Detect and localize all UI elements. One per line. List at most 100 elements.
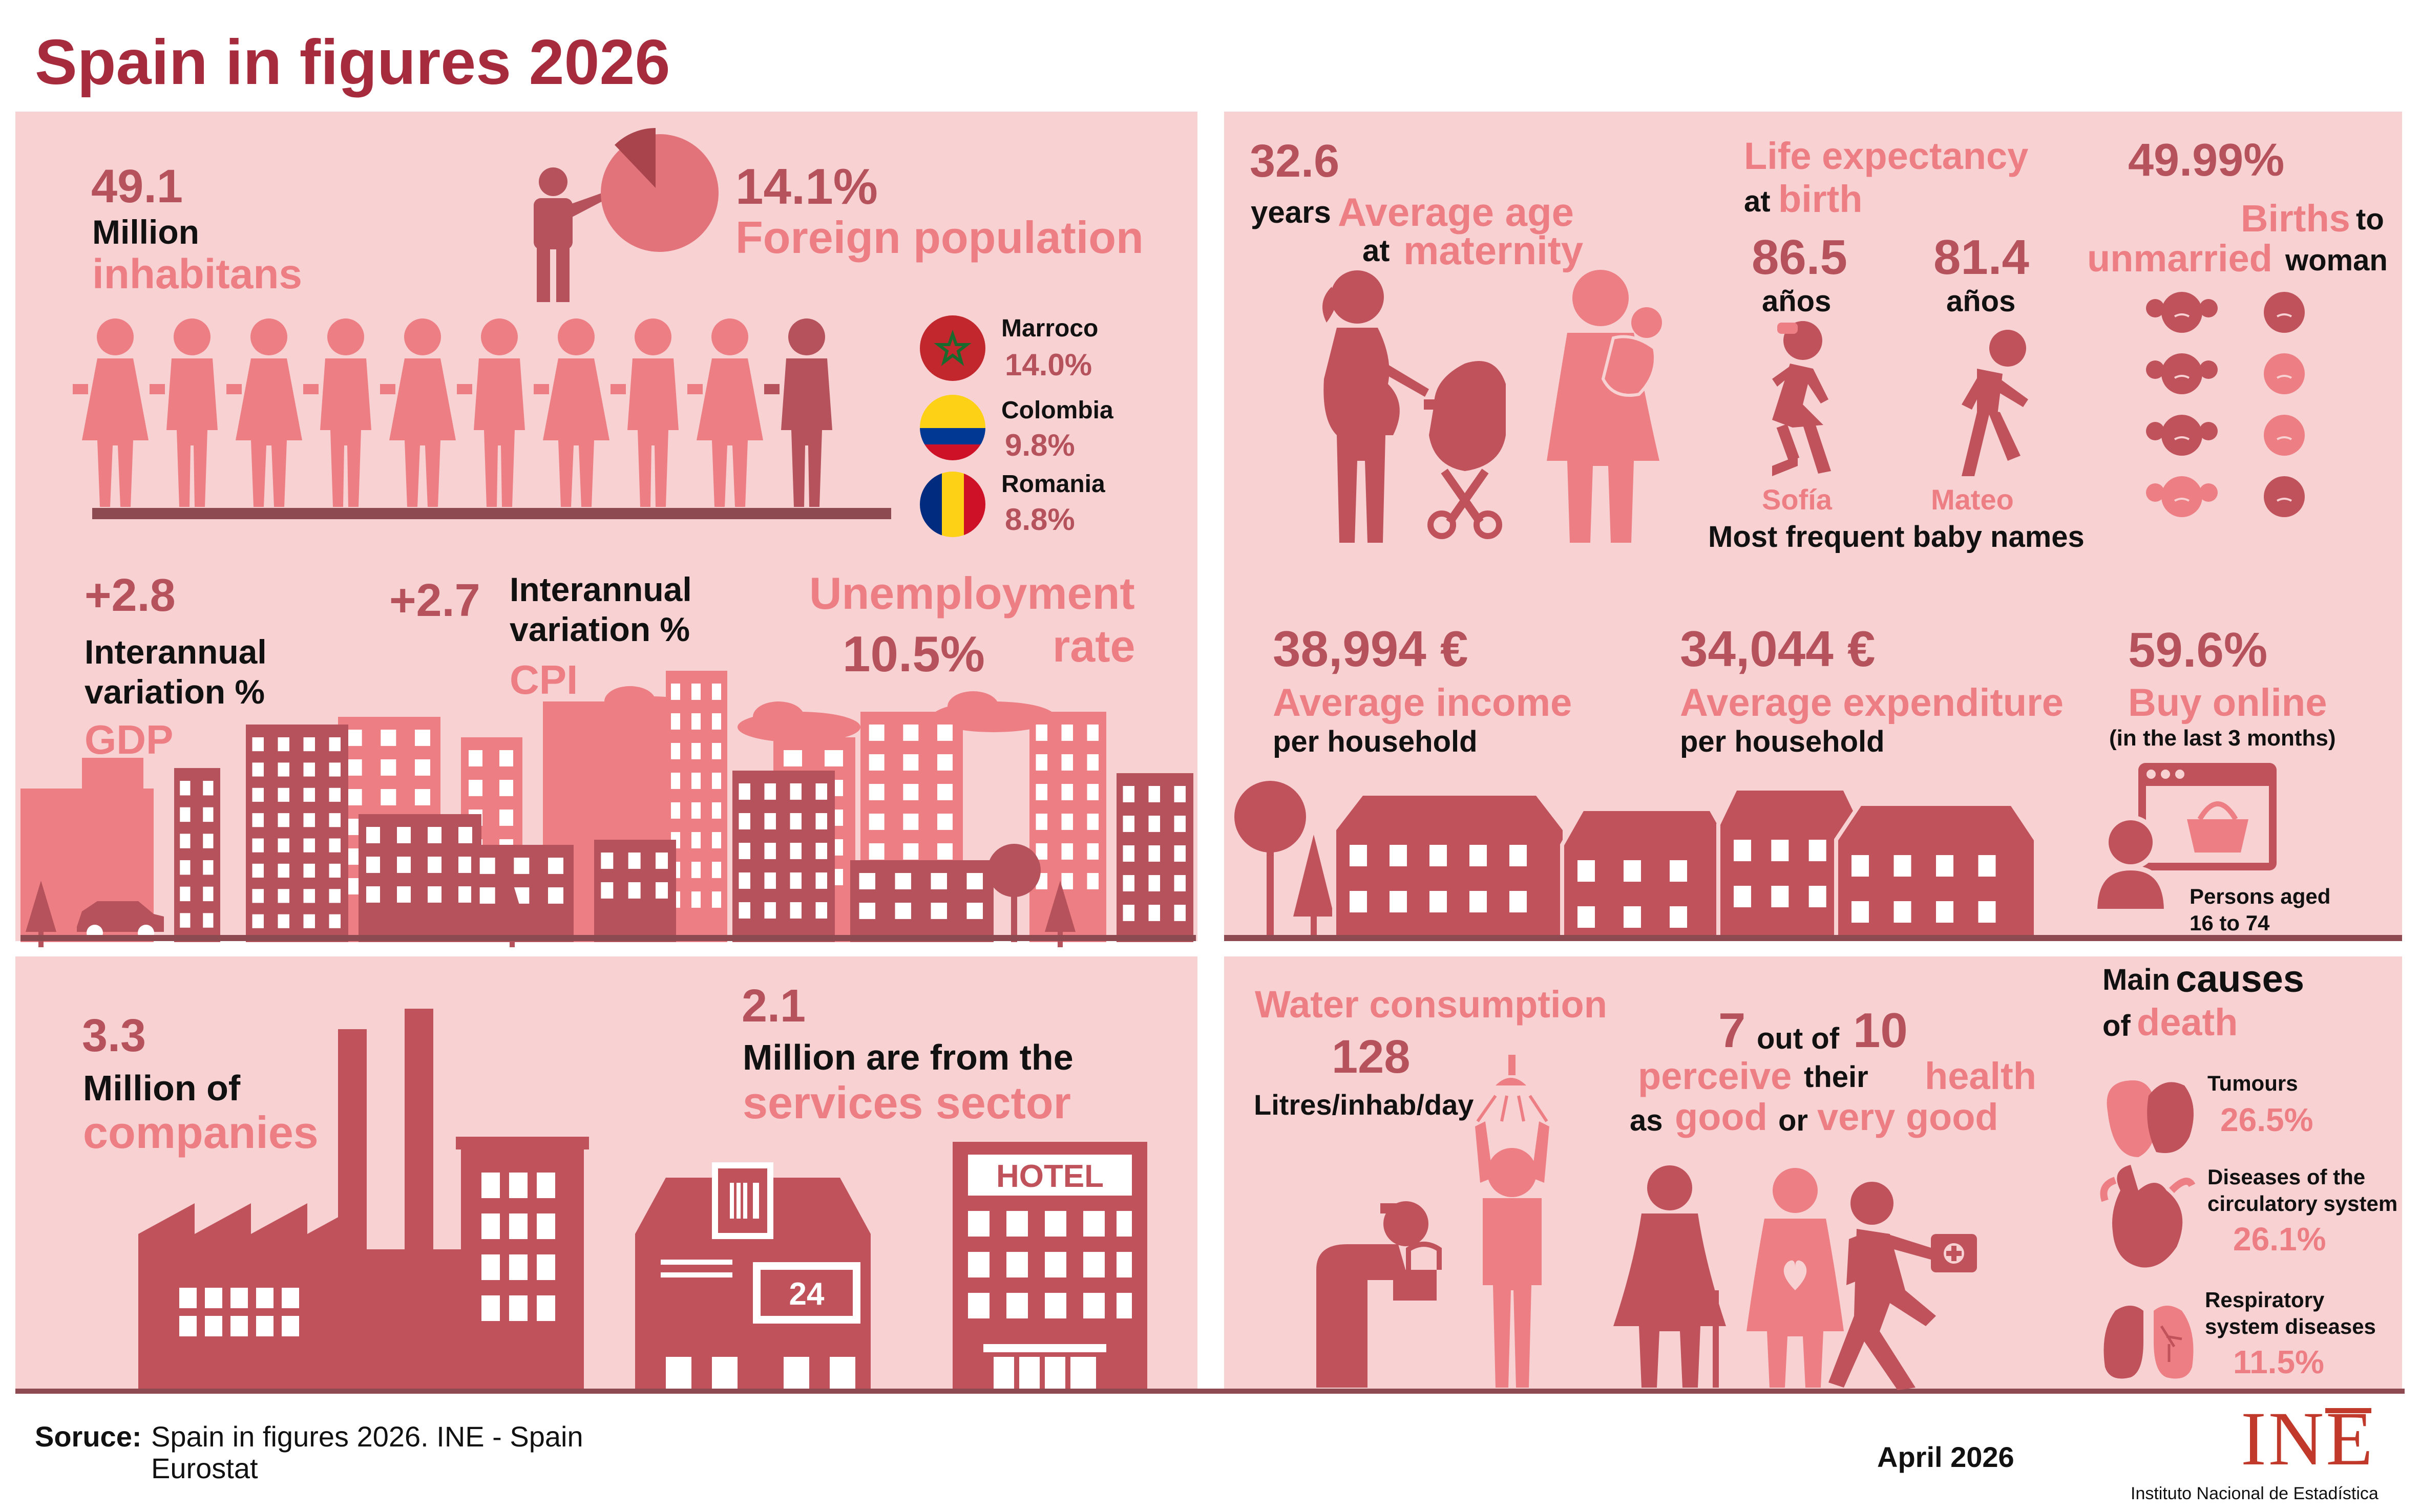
online-ages: 16 to 74 (2190, 911, 2270, 935)
person-icon (226, 318, 302, 507)
running-girl-icon (1772, 321, 1831, 476)
colombia-flag-icon (920, 395, 985, 460)
births-woman: woman (2285, 244, 2388, 277)
cause-3-name2: system diseases (2205, 1314, 2376, 1338)
health-verygood: very good (1817, 1096, 1998, 1138)
country-1-pct: 14.0% (1005, 348, 1092, 382)
health-good: good (1675, 1096, 1767, 1138)
report-date: April 2026 (1877, 1441, 2014, 1473)
city-skyline-icon (20, 671, 1193, 947)
presenter-icon (534, 167, 604, 302)
baby-face-icon (2146, 292, 2218, 333)
building-icon (594, 840, 676, 942)
causes-causes: causes (2176, 957, 2304, 1000)
foreign-pie-icon (601, 128, 719, 252)
person-icon (73, 318, 149, 507)
cpi-line1: Interannual (510, 570, 692, 608)
online-value: 59.6% (2128, 623, 2268, 677)
maternity-word: maternity (1403, 228, 1584, 273)
population-unit: Million (92, 213, 199, 251)
life-male-unit: años (1946, 285, 2016, 318)
person-icon (150, 318, 218, 507)
foreign-percent: 14.1% (735, 158, 878, 215)
house-icon (1332, 792, 1567, 939)
tree-icon (1234, 781, 1306, 937)
causes-of: of (2102, 1009, 2131, 1042)
gdp-value: +2.8 (85, 570, 176, 621)
country-3-pct: 8.8% (1005, 502, 1075, 537)
causes-death: death (2137, 1001, 2238, 1044)
person-icon (534, 318, 609, 507)
unemployment-label1: Unemployment (809, 568, 1135, 619)
births-label: Births (2241, 197, 2350, 240)
baby-face-icon (2264, 292, 2305, 333)
online-persons: Persons aged (2190, 884, 2331, 908)
life-male-name: Mateo (1931, 483, 2014, 516)
income-value: 38,994 € (1273, 621, 1468, 677)
health-or: or (1778, 1104, 1808, 1137)
water-shower-icon (1316, 1055, 1549, 1388)
baby-names-label: Most frequent baby names (1708, 520, 2085, 553)
companies-value: 3.3 (82, 1010, 146, 1061)
building-icon (850, 860, 994, 942)
city-ground (20, 935, 1196, 941)
pregnant-stroller-icon (1322, 270, 1506, 543)
cloud-icon (738, 701, 860, 742)
ine-logo-bar (2325, 1408, 2371, 1413)
cpi-value: +2.7 (389, 575, 480, 626)
life-male-value: 81.4 (1933, 230, 2029, 285)
population-value: 49.1 (91, 160, 183, 212)
people-ground (92, 508, 891, 519)
healthy-people-icon (1613, 1165, 1977, 1390)
services-ground (15, 1389, 2405, 1394)
health-health: health (1925, 1055, 2036, 1097)
romania-flag-icon (920, 472, 985, 537)
services-line1: Million are from the (743, 1037, 1074, 1077)
cause-2-pct: 26.1% (2233, 1221, 2326, 1258)
houses-icon (1234, 781, 2038, 939)
life-at: at (1744, 185, 1771, 218)
gdp-label: GDP (85, 717, 174, 762)
source-text1: Spain in figures 2026. INE - Spain (151, 1420, 583, 1453)
person-icon (303, 318, 371, 507)
pine-tree-icon (1293, 835, 1334, 937)
people-row-icon (73, 318, 832, 507)
health-as: as (1630, 1104, 1663, 1137)
life-birth: birth (1778, 178, 1863, 220)
baby-face-icon (2146, 353, 2218, 394)
births-unmarried: unmarried (2087, 237, 2272, 280)
baby-face-icon (2264, 476, 2305, 517)
mother-baby-icon (1547, 270, 1662, 543)
services-label: services sector (743, 1077, 1071, 1128)
population-label: inhabitans (92, 251, 303, 297)
cpi-label: CPI (510, 657, 578, 702)
source-text2: Eurostat (151, 1452, 258, 1484)
unemployment-value: 10.5% (843, 626, 985, 682)
baby-face-icon (2146, 415, 2218, 456)
person-icon (457, 318, 525, 507)
health-perceive: perceive (1638, 1055, 1792, 1097)
births-to: to (2356, 203, 2384, 236)
online-label: Buy online (2128, 681, 2327, 725)
ine-logo: INE (2241, 1396, 2375, 1481)
expenditure-sub: per household (1680, 725, 1885, 758)
skyscraper-icon (666, 671, 727, 942)
foreign-label: Foreign population (735, 212, 1144, 263)
cause-1-pct: 26.5% (2220, 1101, 2313, 1138)
country-2-pct: 9.8% (1005, 428, 1075, 462)
water-unit: Litres/inhab/day (1254, 1089, 1474, 1121)
factory-icon (138, 1009, 589, 1393)
gdp-line2: variation % (85, 673, 265, 711)
morocco-flag-icon (920, 315, 985, 381)
lungs-icon (2103, 1285, 2194, 1379)
foreign-person-icon (764, 318, 832, 507)
maternity-value: 32.6 (1250, 136, 1340, 187)
baby-face-icon (2146, 476, 2218, 517)
expenditure-value: 34,044 € (1680, 621, 1876, 677)
building-icon (359, 814, 481, 942)
cause-2-name2: circulatory system (2207, 1191, 2398, 1216)
maternity-label: Average age (1338, 189, 1574, 235)
life-female-unit: años (1762, 285, 1832, 318)
online-shopping-icon (2092, 763, 2277, 914)
causes-main: Main (2102, 963, 2171, 996)
